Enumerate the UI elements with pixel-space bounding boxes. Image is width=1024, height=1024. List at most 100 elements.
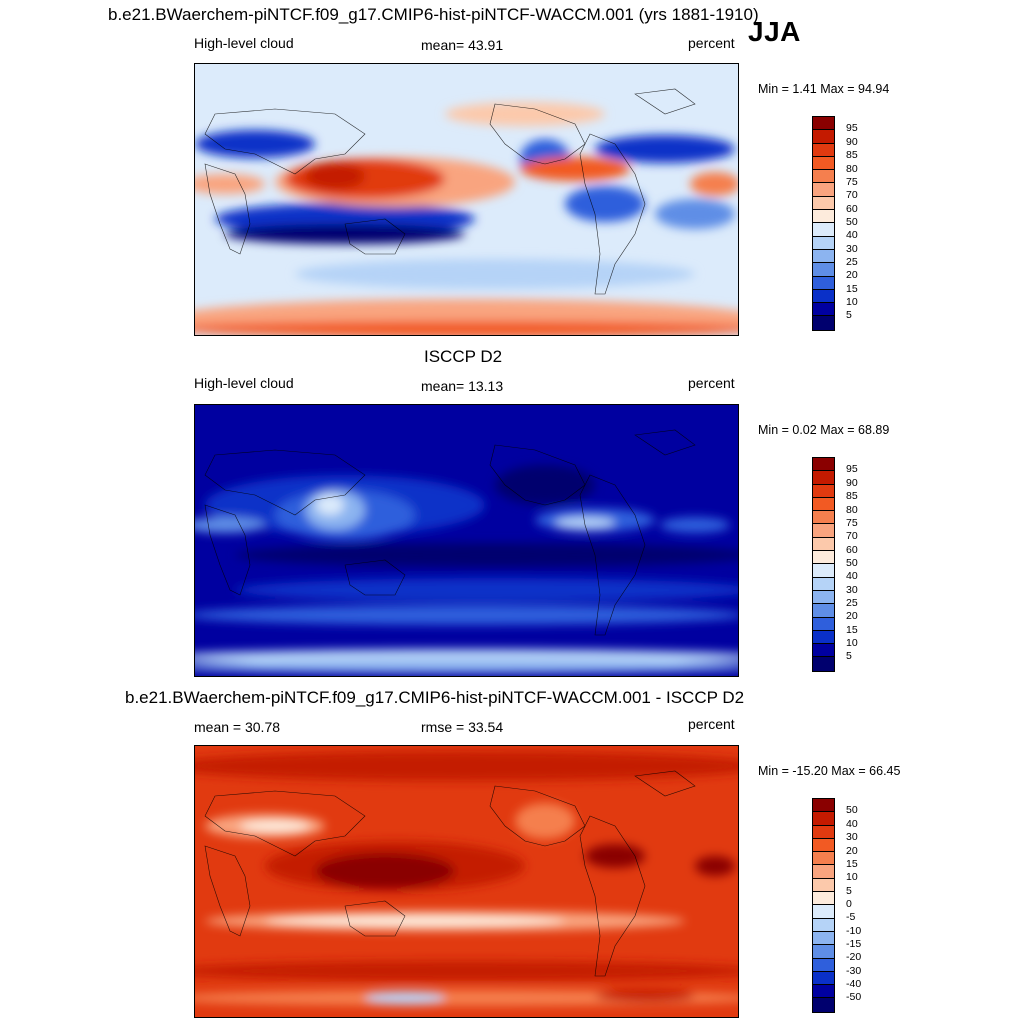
colorbar-swatch bbox=[813, 577, 834, 591]
colorbar-tick-label: 40 bbox=[846, 229, 858, 241]
panel1-variable-label: High-level cloud bbox=[194, 35, 294, 51]
colorbar-swatch bbox=[813, 617, 834, 631]
panel2-minmax: Min = 0.02 Max = 68.89 bbox=[758, 423, 890, 437]
colorbar-tick-label: 75 bbox=[846, 517, 858, 529]
colorbar-tick-label: 20 bbox=[846, 269, 858, 281]
panel1-mean-label: mean= 43.91 bbox=[421, 37, 504, 53]
colorbar-swatch bbox=[813, 303, 834, 317]
colorbar-swatch bbox=[813, 484, 834, 498]
colorbar-swatch bbox=[813, 471, 834, 485]
colorbar-tick-label: 40 bbox=[846, 818, 858, 830]
panel1-title: b.e21.BWaerchem-piNTCF.f09_g17.CMIP6-his… bbox=[108, 5, 759, 24]
colorbar-tick-label: 20 bbox=[846, 610, 858, 622]
colorbar-swatch bbox=[813, 644, 834, 658]
colorbar-swatch bbox=[813, 551, 834, 565]
panel1-units-label: percent bbox=[688, 35, 735, 51]
colorbar-swatch bbox=[813, 958, 834, 972]
colorbar-tick-label: 25 bbox=[846, 597, 858, 609]
colorbar-tick-label: -30 bbox=[846, 965, 862, 977]
panel1-map bbox=[194, 63, 739, 336]
colorbar-tick-label: 15 bbox=[846, 624, 858, 636]
panel1-minmax: Min = 1.41 Max = 94.94 bbox=[758, 82, 890, 96]
colorbar-tick-label: 70 bbox=[846, 530, 858, 542]
colorbar-tick-label: 80 bbox=[846, 504, 858, 516]
colorbar-tick-label: 0 bbox=[846, 898, 852, 910]
colorbar-tick-label: 5 bbox=[846, 885, 852, 897]
colorbar-tick-label: -20 bbox=[846, 951, 862, 963]
colorbar-tick-label: 60 bbox=[846, 544, 858, 556]
colorbar-swatch bbox=[813, 657, 834, 671]
colorbar-swatch bbox=[813, 511, 834, 525]
panel2-title: ISCCP D2 bbox=[424, 347, 503, 366]
colorbar-tick-label: 50 bbox=[846, 557, 858, 569]
colorbar-tick-label: 90 bbox=[846, 136, 858, 148]
colorbar-swatch bbox=[813, 196, 834, 211]
colorbar-tick-label: 10 bbox=[846, 871, 858, 883]
colorbar-swatch bbox=[813, 210, 834, 224]
colorbar-tick-label: -5 bbox=[846, 911, 856, 923]
colorbar-tick-label: 90 bbox=[846, 477, 858, 489]
colorbar-tick-label: 10 bbox=[846, 296, 858, 308]
colorbar-swatch bbox=[813, 812, 834, 826]
colorbar-swatch bbox=[813, 998, 834, 1012]
colorbar-tick-label: 25 bbox=[846, 256, 858, 268]
colorbar-swatch bbox=[813, 931, 834, 946]
colorbar-tick-label: 30 bbox=[846, 243, 858, 255]
colorbar-swatch bbox=[813, 630, 834, 645]
colorbar-swatch bbox=[813, 825, 834, 839]
colorbar-tick-label: 85 bbox=[846, 490, 858, 502]
colorbar-tick-label: 5 bbox=[846, 650, 852, 662]
colorbar-swatch bbox=[813, 223, 834, 237]
colorbar-tick-label: -15 bbox=[846, 938, 862, 950]
panel2-map-field bbox=[195, 405, 738, 676]
colorbar-swatch bbox=[813, 892, 834, 906]
colorbar-swatch bbox=[813, 564, 834, 578]
panel1-map-field bbox=[195, 64, 738, 335]
panel3-minmax: Min = -15.20 Max = 66.45 bbox=[758, 764, 901, 778]
colorbar-tick-label: 50 bbox=[846, 804, 858, 816]
colorbar-tick-label: 95 bbox=[846, 122, 858, 134]
colorbar-swatch bbox=[813, 249, 834, 264]
colorbar-tick-label: 50 bbox=[846, 216, 858, 228]
colorbar-tick-label: 15 bbox=[846, 283, 858, 295]
colorbar-swatch bbox=[813, 799, 834, 813]
colorbar-swatch bbox=[813, 263, 834, 277]
colorbar-tick-label: 40 bbox=[846, 570, 858, 582]
colorbar-swatch bbox=[813, 170, 834, 184]
colorbar-swatch bbox=[813, 604, 834, 618]
colorbar-tick-label: 75 bbox=[846, 176, 858, 188]
panel3-title: b.e21.BWaerchem-piNTCF.f09_g17.CMIP6-his… bbox=[125, 688, 745, 707]
colorbar-swatch bbox=[813, 852, 834, 866]
colorbar-tick-label: 5 bbox=[846, 309, 852, 321]
colorbar-swatch bbox=[813, 156, 834, 171]
colorbar-swatch bbox=[813, 524, 834, 538]
colorbar-tick-label: 30 bbox=[846, 831, 858, 843]
colorbar-tick-label: 95 bbox=[846, 463, 858, 475]
season-label: JJA bbox=[748, 16, 801, 47]
colorbar-swatch bbox=[813, 945, 834, 959]
panel3-map-field bbox=[195, 746, 738, 1017]
colorbar-swatch bbox=[813, 276, 834, 290]
colorbar-tick-label: 70 bbox=[846, 189, 858, 201]
colorbar-swatch bbox=[813, 183, 834, 197]
panel2-units-label: percent bbox=[688, 375, 735, 391]
colorbar-swatch bbox=[813, 236, 834, 250]
panel3-mean-label: mean = 30.78 bbox=[194, 719, 281, 735]
colorbar-tick-label: 10 bbox=[846, 637, 858, 649]
colorbar-swatch bbox=[813, 878, 834, 893]
panel2-variable-label: High-level cloud bbox=[194, 375, 294, 391]
panel2-mean-label: mean= 13.13 bbox=[421, 378, 504, 394]
colorbar-swatch bbox=[813, 537, 834, 552]
colorbar-tick-label: 20 bbox=[846, 845, 858, 857]
colorbar-tick-label: -50 bbox=[846, 991, 862, 1003]
colorbar-swatch bbox=[813, 143, 834, 157]
colorbar-swatch bbox=[813, 497, 834, 512]
panel2-colorbar bbox=[812, 457, 835, 672]
colorbar-tick-label: 15 bbox=[846, 858, 858, 870]
panel3-map bbox=[194, 745, 739, 1018]
colorbar-swatch bbox=[813, 117, 834, 131]
colorbar-swatch bbox=[813, 985, 834, 999]
colorbar-swatch bbox=[813, 838, 834, 853]
colorbar-swatch bbox=[813, 458, 834, 472]
colorbar-swatch bbox=[813, 289, 834, 304]
